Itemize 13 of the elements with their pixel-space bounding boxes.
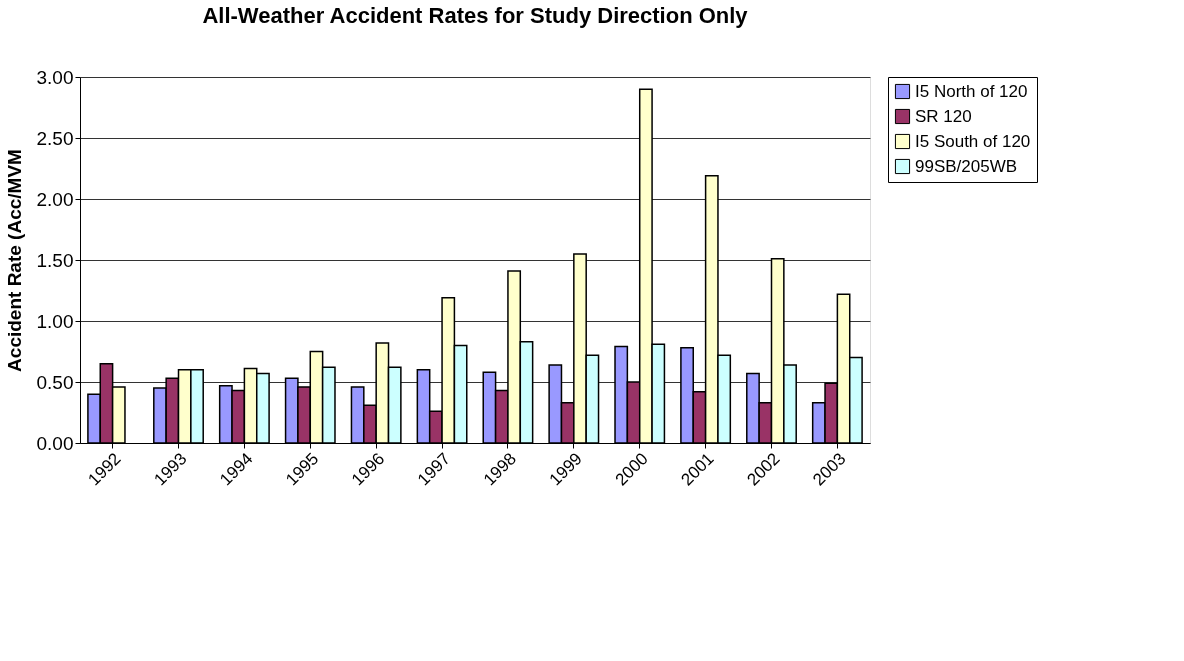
y-tick-label: 0.00 bbox=[36, 432, 74, 454]
y-tick-label: 3.00 bbox=[36, 66, 74, 88]
chart-title: All-Weather Accident Rates for Study Direction Only bbox=[202, 3, 749, 28]
legend-label: SR 120 bbox=[915, 106, 972, 126]
y-axis-title: Accident Rate (Acc/MVM bbox=[3, 149, 25, 372]
y-tick-label: 2.50 bbox=[36, 127, 74, 149]
y-tick-label: 2.00 bbox=[36, 188, 74, 210]
legend-label: I5 South of 120 bbox=[915, 131, 1031, 151]
y-tick-label: 0.50 bbox=[36, 371, 74, 393]
y-tick-label: 1.00 bbox=[36, 310, 74, 332]
legend-label: I5 North of 120 bbox=[915, 81, 1028, 101]
y-tick-label: 1.50 bbox=[36, 249, 74, 271]
legend-label: 99SB/205WB bbox=[915, 156, 1018, 176]
